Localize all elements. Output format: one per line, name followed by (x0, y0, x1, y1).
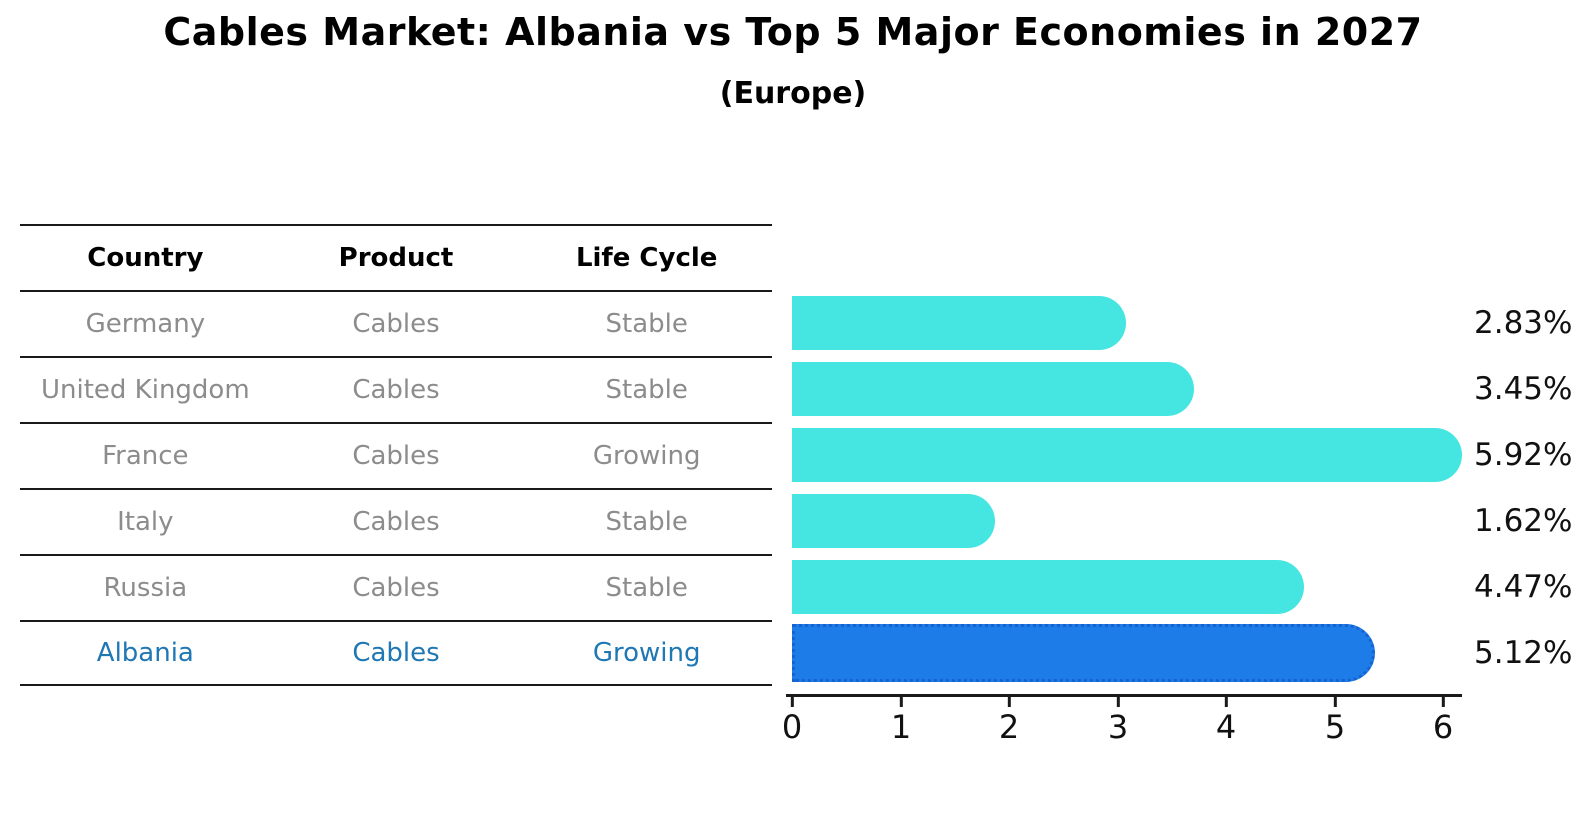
bar-albania (792, 624, 1375, 682)
table-row-albania: Albania Cables Growing (20, 620, 772, 686)
bar-germany (792, 296, 1126, 350)
x-tick-2: 2 (999, 694, 1019, 746)
chart-title: Cables Market: Albania vs Top 5 Major Ec… (163, 10, 1423, 54)
tick-label: 2 (998, 708, 1020, 746)
table-row-united-kingdom: United Kingdom Cables Stable (20, 356, 772, 422)
value-label-albania: 5.12% (1474, 635, 1573, 671)
tick-mark (899, 694, 903, 707)
cell-lifecycle: Stable (605, 573, 688, 603)
tick-label: 3 (1107, 708, 1129, 746)
x-tick-4: 4 (1216, 694, 1236, 746)
value-label-france: 5.92% (1474, 437, 1573, 473)
value-label-russia: 4.47% (1474, 569, 1573, 605)
tick-mark (1007, 694, 1011, 707)
value-label-italy: 1.62% (1474, 503, 1573, 539)
country-table: Country Product Life Cycle Germany Cable… (20, 224, 772, 686)
cell-country: France (102, 441, 189, 471)
x-tick-3: 3 (1108, 694, 1128, 746)
tick-label: 5 (1324, 708, 1346, 746)
table-row-germany: Germany Cables Stable (20, 290, 772, 356)
tick-mark (1441, 694, 1445, 707)
cell-lifecycle: Stable (605, 375, 688, 405)
cell-lifecycle: Growing (592, 441, 701, 471)
cell-product: Cables (352, 375, 440, 405)
x-tick-6: 6 (1433, 694, 1453, 746)
value-label-germany: 2.83% (1474, 305, 1573, 341)
bar-united-kingdom (792, 362, 1194, 416)
table-row-italy: Italy Cables Stable (20, 488, 772, 554)
tick-label: 1 (890, 708, 912, 746)
column-header-lifecycle: Life Cycle (575, 243, 718, 273)
bar-italy (792, 494, 995, 548)
table-row-france: France Cables Growing (20, 422, 772, 488)
tick-mark (1116, 694, 1120, 707)
chart-subtitle: (Europe) (719, 76, 867, 111)
cell-country: Russia (103, 573, 188, 603)
bar-russia (792, 560, 1304, 614)
cell-product: Cables (352, 309, 440, 339)
column-header-product: Product (338, 243, 454, 273)
x-tick-1: 1 (891, 694, 911, 746)
cell-lifecycle: Growing (592, 638, 701, 668)
column-header-country: Country (87, 243, 204, 273)
cell-lifecycle: Stable (605, 507, 688, 537)
tick-label: 4 (1215, 708, 1237, 746)
value-label-united-kingdom: 3.45% (1474, 371, 1573, 407)
cell-country: United Kingdom (40, 375, 250, 405)
tick-mark (1333, 694, 1337, 707)
cell-product: Cables (352, 638, 440, 668)
cell-product: Cables (352, 441, 440, 471)
table-header-row: Country Product Life Cycle (20, 224, 772, 290)
x-tick-0: 0 (782, 694, 802, 746)
tick-label: 0 (781, 708, 803, 746)
tick-label: 6 (1432, 708, 1454, 746)
cell-country: Germany (85, 309, 206, 339)
tick-mark (790, 694, 794, 707)
cell-product: Cables (352, 573, 440, 603)
bar-france (792, 428, 1462, 482)
cell-lifecycle: Stable (605, 309, 688, 339)
cell-product: Cables (352, 507, 440, 537)
x-axis-spine (786, 694, 1462, 697)
cell-country: Albania (96, 638, 194, 668)
x-tick-5: 5 (1325, 694, 1345, 746)
tick-mark (1224, 694, 1228, 707)
table-row-russia: Russia Cables Stable (20, 554, 772, 620)
cell-country: Italy (117, 507, 174, 537)
